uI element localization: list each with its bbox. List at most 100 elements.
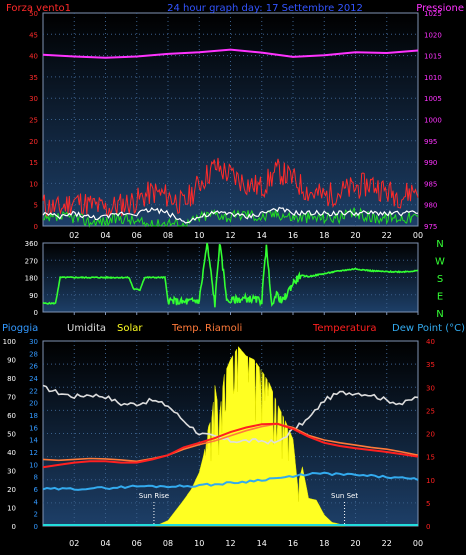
p3-humidity-tick-0: 0 [34,523,38,531]
p1-left-tick-45: 45 [29,31,38,39]
data-series: Sun Rise Sun Set [42,48,419,527]
p3-right-tick-10: 10 [426,477,435,485]
apparent-temp-series [42,422,419,463]
p3-humidity-tick-30: 30 [29,338,38,346]
p1-left-tick-5: 5 [34,202,38,210]
p2-compass-E-3: E [437,292,443,303]
header-right: Pressione [416,3,464,14]
humidity-series [42,384,419,445]
p1-x-tick-20: 20 [350,231,360,240]
p2-compass-W-1: W [435,257,445,268]
p3-rain-tick-20: 20 [7,486,16,494]
p2-left-tick-0: 0 [34,309,38,317]
p3-rain-tick-30: 30 [7,468,16,476]
p1-left-tick-20: 20 [29,138,38,146]
legend-umidita: Umidita [67,323,106,334]
p1-right-tick-1025: 1025 [424,10,442,18]
p1-left-tick-30: 30 [29,95,38,103]
p3-rain-tick-80: 80 [7,375,16,383]
solar-series [155,345,345,527]
p1-x-tick-06: 06 [132,231,142,240]
p2-left-tick-180: 180 [25,275,38,283]
p1-x-tick-22: 22 [382,231,392,240]
p1-right-tick-1000: 1000 [424,117,442,125]
p1-left-tick-35: 35 [29,74,38,82]
p3-x-tick-22: 22 [382,539,392,548]
p2-compass-N-4: N [436,309,443,320]
p1-x-tick-00: 00 [413,231,423,240]
p3-right-tick-20: 20 [426,431,435,439]
p1-x-tick-02: 02 [69,231,79,240]
p3-x-tick-18: 18 [319,539,329,548]
p3-humidity-tick-4: 4 [34,498,39,506]
header-left: Forza vento1 [6,3,71,14]
p3-right-tick-30: 30 [426,384,435,392]
legend-dew-point: Dew Point (°C) [392,323,465,334]
p2-left-tick-270: 270 [25,257,38,265]
p3-humidity-tick-12: 12 [29,449,38,457]
p2-left-tick-90: 90 [29,292,38,300]
p3-humidity-tick-24: 24 [29,375,38,383]
p3-humidity-tick-20: 20 [29,400,38,408]
p3-humidity-tick-6: 6 [34,486,39,494]
p1-x-tick-12: 12 [225,231,235,240]
p1-x-tick-18: 18 [319,231,329,240]
p1-x-tick-14: 14 [257,231,267,240]
p3-x-tick-12: 12 [225,539,235,548]
p3-humidity-tick-26: 26 [29,363,38,371]
legend-pioggia: Pioggia [2,323,38,334]
p1-right-tick-995: 995 [424,138,437,146]
p3-right-tick-40: 40 [426,338,435,346]
p3-x-tick-20: 20 [350,539,360,548]
annotation-0: Sun Rise [139,492,169,500]
wind-avg-series [42,206,419,224]
p3-humidity-tick-8: 8 [34,474,38,482]
wind-gust-series [42,157,419,218]
p3-humidity-tick-14: 14 [29,437,38,445]
axis-tick-labels: 0510152025303540455097598098599099510001… [3,10,445,548]
temperature-series [42,422,419,469]
p3-rain-tick-60: 60 [7,412,16,420]
p3-rain-tick-90: 90 [7,357,16,365]
p3-humidity-tick-16: 16 [29,424,38,432]
p3-rain-tick-70: 70 [7,394,16,402]
p1-left-tick-40: 40 [29,53,38,61]
p1-x-tick-10: 10 [194,231,204,240]
p3-x-tick-14: 14 [257,539,267,548]
p3-right-tick-35: 35 [426,361,435,369]
p3-x-tick-00: 00 [413,539,423,548]
dew-point-series [42,471,419,491]
p1-right-tick-1010: 1010 [424,74,442,82]
p2-compass-N-0: N [436,239,443,250]
p3-humidity-tick-22: 22 [29,387,38,395]
wind-direction-series [42,242,419,308]
p3-humidity-tick-10: 10 [29,461,38,469]
p3-x-tick-06: 06 [132,539,142,548]
p3-rain-tick-50: 50 [7,431,16,439]
p1-right-tick-985: 985 [424,180,437,188]
p1-right-tick-1005: 1005 [424,95,442,103]
wind-min-series [42,207,419,228]
p3-right-tick-25: 25 [426,407,435,415]
pressure-series [42,48,419,59]
p3-right-tick-0: 0 [426,523,430,531]
p3-x-tick-10: 10 [194,539,204,548]
grid-lines [43,13,418,526]
annotation-1: Sun Set [331,492,358,500]
legend-solar: Solar [117,323,143,334]
legend-temperatura: Temperatura [312,323,377,334]
p3-right-tick-15: 15 [426,454,435,462]
p2-compass-S-2: S [437,274,443,285]
p1-left-tick-50: 50 [29,10,38,18]
p3-x-tick-04: 04 [100,539,110,548]
p1-right-tick-980: 980 [424,202,437,210]
p3-rain-tick-0: 0 [12,523,16,531]
p3-rain-tick-10: 10 [7,505,16,513]
p3-x-tick-08: 08 [163,539,173,548]
p3-rain-tick-100: 100 [3,338,16,346]
p3-x-tick-16: 16 [288,539,298,548]
p3-right-tick-5: 5 [426,500,430,508]
p1-left-tick-15: 15 [29,159,38,167]
p1-x-tick-08: 08 [163,231,173,240]
